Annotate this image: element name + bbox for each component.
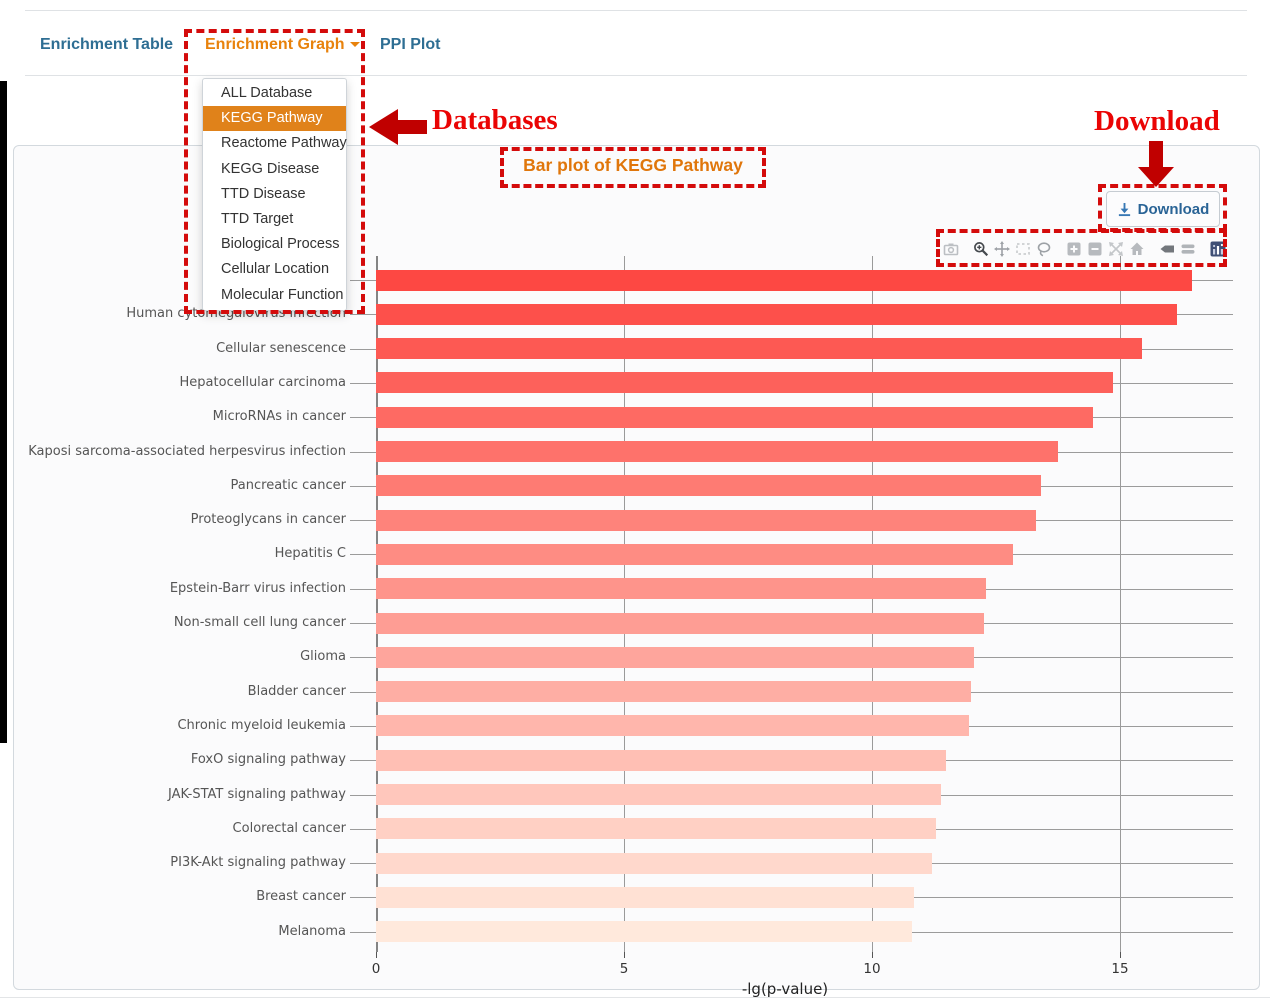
home-icon[interactable] [1128,240,1145,257]
bar [376,749,947,771]
y-axis-category-label: FoxO signaling pathway [190,752,346,768]
tab-enrichment-graph-label: Enrichment Graph [205,36,345,53]
x-gridline [872,256,873,952]
x-axis-tick [376,952,377,958]
plotly-logo-icon[interactable] [1209,240,1226,257]
dropdown-item-kegg-pathway[interactable]: KEGG Pathway [203,106,346,132]
bar [376,509,1036,531]
hover-compare-icon[interactable] [1179,240,1196,257]
bar [376,475,1041,497]
bar [376,441,1058,462]
bar [376,784,942,805]
plot-modebar [942,240,1230,257]
camera-icon[interactable] [942,240,959,257]
bar [376,852,932,874]
y-axis-line [376,256,378,952]
bar [376,372,1113,394]
zoom-in-icon[interactable] [1065,240,1082,257]
zoom-icon[interactable] [972,240,989,257]
x-gridline [624,256,625,952]
y-axis-category-label: JAK-STAT signaling pathway [167,786,346,802]
x-axis-tick-label: 10 [863,961,881,977]
bar [376,715,969,737]
bar [376,612,984,634]
x-axis-tick-label: 15 [1111,961,1129,977]
chart-title: Bar plot of KEGG Pathway [523,155,743,175]
y-axis-category-label: PI3K-Akt signaling pathway [170,855,346,871]
y-axis-category-label: Glioma [300,649,346,665]
download-annotation-label: Download [1094,105,1220,137]
dropdown-item-kegg-disease[interactable]: KEGG Disease [221,160,320,177]
tab-enrichment-table-label: Enrichment Table [40,36,174,53]
y-axis-category-label: MicroRNAs in cancer [212,409,346,425]
nav-divider [25,75,1247,76]
zoom-out-icon[interactable] [1086,240,1103,257]
tab-enrichment-table[interactable]: Enrichment Table [40,36,173,54]
top-divider [25,10,1247,11]
y-axis-category-label: Epstein-Barr virus infection [169,580,346,596]
x-axis-tick-label: 0 [371,961,381,977]
download-button-label: Download [1137,200,1210,218]
bar [376,818,937,840]
bar [376,543,1014,565]
y-axis-category-label: Bladder cancer [247,683,346,699]
x-axis-tick [1120,952,1121,958]
dropdown-item-ttd-disease[interactable]: TTD Disease [221,185,306,202]
autoscale-icon[interactable] [1107,240,1124,257]
tab-enrichment-graph[interactable]: Enrichment Graph [205,36,360,54]
bar [376,886,915,908]
y-axis-category-label: Pancreatic cancer [230,477,346,493]
x-axis-tick [872,952,873,958]
x-axis-tick [624,952,625,958]
tab-ppi-plot[interactable]: PPI Plot [380,36,440,54]
dropdown-item-reactome-pathway[interactable]: Reactome Pathway [221,135,347,152]
y-axis-category-label: Melanoma [278,923,346,939]
dropdown-item-molecular-function[interactable]: Molecular Function [221,286,344,303]
caret-down-icon [349,42,360,48]
databases-arrow-shaft [396,120,427,134]
lasso-icon[interactable] [1035,240,1052,257]
bar [376,269,1192,291]
y-axis-category-label: Non-small cell lung cancer [173,615,346,630]
y-axis-category-label: Kaposi sarcoma-associated herpesvirus in… [28,443,346,459]
y-axis-category-label: Chronic myeloid leukemia [177,717,346,733]
y-axis-category-label: Cellular senescence [216,340,346,356]
download-arrow-shaft [1149,141,1163,169]
download-arrow-icon [1138,167,1174,187]
y-axis-category-label: Proteoglycans in cancer [190,512,346,528]
bar [376,303,1178,325]
dropdown-item-ttd-target[interactable]: TTD Target [221,210,294,227]
bar [376,406,1093,428]
enrichment-graph-dropdown: ALL Database KEGG Pathway Reactome Pathway… [202,78,347,311]
dropdown-item-all-database[interactable]: ALL Database [221,85,313,101]
bar [376,681,972,703]
bar [376,646,974,668]
databases-annotation-label: Databases [432,104,558,136]
x-axis-title: -lg(p-value) [741,980,829,998]
hover-closest-icon[interactable] [1158,240,1175,257]
pan-icon[interactable] [993,240,1010,257]
bottom-divider [0,997,1270,998]
x-axis-tick-label: 5 [619,961,629,977]
download-button[interactable]: Download [1106,191,1220,227]
y-axis-category-label: Hepatitis C [274,546,346,562]
bar [376,921,912,943]
dropdown-item-cellular-location[interactable]: Cellular Location [221,261,330,278]
y-axis-category-label: Colorectal cancer [232,820,346,836]
download-icon [1118,202,1130,216]
bar [376,578,987,600]
box-select-icon[interactable] [1014,240,1031,257]
dropdown-item-biological-process[interactable]: Biological Process [221,236,340,253]
y-axis-category-label: Hepatocellular carcinoma [179,374,346,390]
y-axis-category-label: Breast cancer [256,889,346,905]
tab-ppi-plot-label: PPI Plot [380,36,441,53]
x-gridline [1120,256,1121,952]
bar [376,338,1143,360]
screen-edge-artifact [0,81,7,743]
databases-arrow-icon [369,109,398,145]
